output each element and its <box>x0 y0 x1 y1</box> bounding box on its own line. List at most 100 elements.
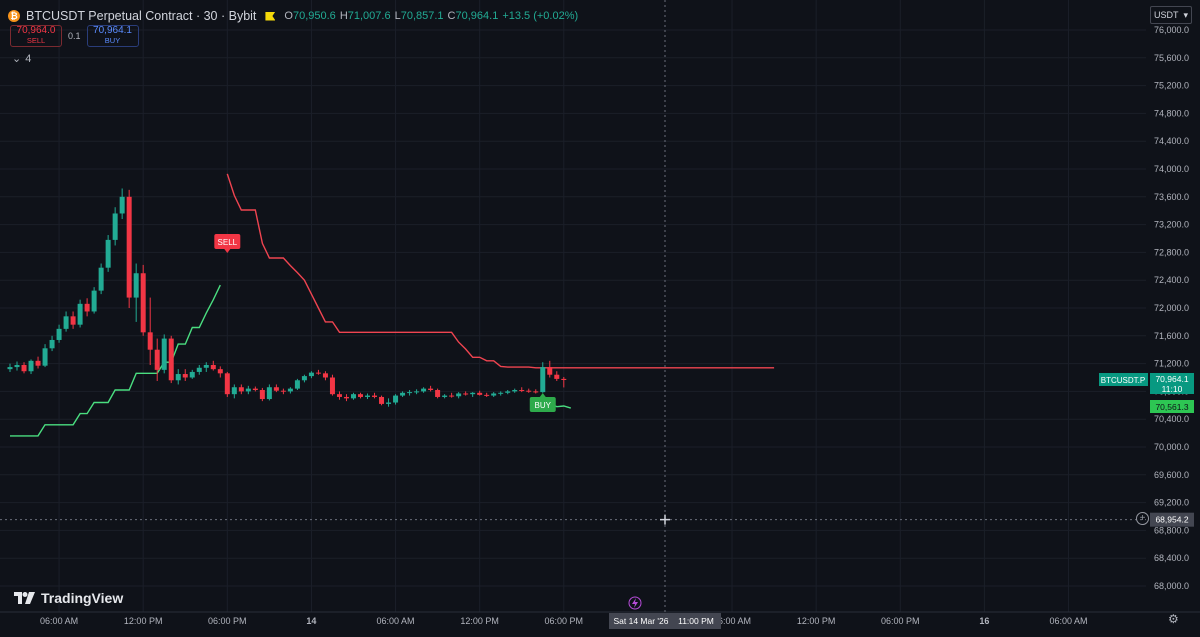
candle <box>21 362 27 374</box>
candle-body <box>407 392 413 394</box>
y-tick-label: 71,200.0 <box>1154 359 1189 369</box>
candle-body <box>63 316 69 329</box>
candle <box>273 384 279 393</box>
symbol-legend: ₿ BTCUSDT Perpetual Contract · 30 · Bybi… <box>8 7 578 25</box>
candle <box>470 392 476 397</box>
buy-price: 70,964.1 <box>93 25 132 36</box>
candle-body <box>196 367 202 372</box>
candle <box>28 359 34 375</box>
candle-body <box>70 316 76 325</box>
candle <box>400 391 406 397</box>
candle-body <box>182 374 188 378</box>
bitcoin-icon: ₿ <box>8 10 20 22</box>
candle-body <box>400 392 406 396</box>
tradingview-wordmark: TradingView <box>41 590 124 606</box>
candle <box>526 388 532 393</box>
candle-body <box>379 396 385 404</box>
candle <box>315 369 321 375</box>
candle <box>428 385 434 392</box>
y-tick-label: 74,800.0 <box>1154 108 1189 118</box>
candle-body <box>561 378 567 380</box>
supertrend-price-box <box>1150 400 1194 413</box>
candle-body <box>322 373 328 378</box>
indicator-count: 4 <box>25 52 32 65</box>
x-tick-label: 06:00 PM <box>881 616 920 626</box>
candle <box>372 392 378 399</box>
tradingview-mark-icon <box>14 592 35 604</box>
crosshair-date-text: Sat 14 Mar '26 <box>613 616 668 626</box>
indicators-toggle[interactable]: ⌄ 4 <box>12 52 32 66</box>
candle-body <box>105 239 111 268</box>
candle-body <box>280 390 286 392</box>
candle-body <box>147 332 153 350</box>
candle-body <box>315 372 321 374</box>
candle-body <box>435 390 441 397</box>
order-quantity[interactable]: 0.1 <box>68 31 81 41</box>
candle-body <box>308 372 314 377</box>
candle <box>91 287 97 314</box>
candle <box>196 364 202 375</box>
buy-signal-text: BUY <box>535 401 552 410</box>
candle <box>168 335 174 384</box>
ohlc-change: +13.5 (+0.02%) <box>502 10 579 22</box>
candle-body <box>336 394 342 397</box>
candle <box>491 392 497 397</box>
sell-signal-label: SELL <box>214 234 241 253</box>
y-tick-label: 73,600.0 <box>1154 192 1189 202</box>
candle <box>561 376 567 388</box>
y-tick-label: 70,000.0 <box>1154 442 1189 452</box>
candle <box>105 235 111 272</box>
candle <box>358 392 363 399</box>
flag-icon[interactable] <box>265 11 276 21</box>
buy-button[interactable]: 70,964.1 BUY <box>86 25 139 47</box>
supertrend-down-line <box>226 173 775 369</box>
y-tick-label: 74,000.0 <box>1154 164 1189 174</box>
y-tick-label: 68,800.0 <box>1154 525 1189 535</box>
candles <box>7 188 567 407</box>
ohlc-low: L70,857.1 <box>394 10 444 22</box>
tradingview-logo[interactable]: TradingView <box>14 590 123 606</box>
candle-body <box>477 392 483 395</box>
sell-price: 70,964.0 <box>16 25 56 36</box>
candle-body <box>203 364 209 368</box>
candle <box>49 335 55 352</box>
ohlc-high: H71,007.6 <box>339 10 391 22</box>
candle <box>280 388 286 395</box>
x-tick-label: 12:00 PM <box>124 616 163 626</box>
candle-body <box>140 273 146 333</box>
candle <box>210 360 216 371</box>
caret-down-icon: ▾ <box>1183 9 1188 20</box>
chevron-down-icon: ⌄ <box>12 53 22 65</box>
crosshair-cursor-icon <box>660 514 670 525</box>
candle <box>84 298 90 317</box>
add-alert-icon[interactable]: + <box>1136 512 1149 525</box>
symbol-title[interactable]: BTCUSDT Perpetual Contract · 30 · Bybit <box>26 9 257 23</box>
candle <box>77 299 83 328</box>
last-price-text: 70,964.1 <box>1155 374 1188 384</box>
sell-button[interactable]: 70,964.0 SELL <box>10 25 62 47</box>
candle-body <box>84 303 90 312</box>
candle-body <box>56 328 62 340</box>
symbol-tag-text: BTCUSDT.P <box>1101 376 1145 385</box>
x-tick-label: 06:00 PM <box>545 616 584 626</box>
candle-body <box>91 290 97 312</box>
buy-signal-box <box>529 397 556 412</box>
candle <box>301 374 307 383</box>
candle <box>449 392 455 398</box>
crosshair-price-text: 68,954.2 <box>1155 515 1188 525</box>
lightning-icon-bolt <box>632 598 638 608</box>
candle <box>484 392 490 397</box>
candle-body <box>505 391 511 393</box>
x-tick-label: 12:00 PM <box>460 616 499 626</box>
candle <box>519 387 525 393</box>
candle-body <box>252 388 258 391</box>
gear-icon[interactable]: ⚙ <box>1168 612 1179 626</box>
candle-body <box>414 391 420 393</box>
candle-body <box>287 388 293 392</box>
currency-select[interactable]: USDT ▾ <box>1150 6 1192 24</box>
lightning-icon <box>628 596 642 610</box>
candle-body <box>491 393 497 396</box>
candle <box>435 388 441 399</box>
